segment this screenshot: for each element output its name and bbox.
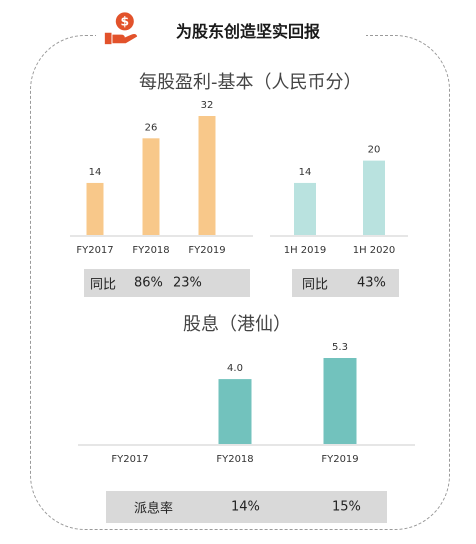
eps-fy-tick-label-0: FY2017 (76, 245, 113, 256)
eps-fy-bar-0 (86, 182, 104, 235)
header: $ 为股东创造坚实回报 (96, 5, 366, 51)
dividend-chart: FY2017 4.0 FY2018 5.3 FY2019 (111, 342, 358, 465)
eps-fy-bar-2 (198, 116, 216, 235)
payout-ratio-fy2018: 14% (231, 499, 260, 515)
eps-1h-bar-0 (294, 182, 316, 235)
dividend-payout-box: 派息率 14% 15% (106, 491, 387, 523)
dividend-value-label-1: 4.0 (227, 363, 243, 374)
eps-fy-yoy-label: 同比 (90, 277, 117, 293)
eps-1h-bar-1 (363, 160, 385, 235)
eps-fy-bar-1 (142, 138, 160, 235)
eps-1h-yoy-box: 同比 43% (292, 269, 399, 297)
eps-section-title: 每股盈利-基本（人民币分） (139, 72, 362, 93)
dividend-bar-1 (218, 379, 252, 444)
dividend-bar-2 (323, 358, 357, 444)
payout-ratio-label: 派息率 (134, 501, 174, 517)
dividend-tick-label-1: FY2018 (216, 454, 253, 465)
eps-1h-yoy-label: 同比 (302, 277, 329, 293)
eps-fy-value-label-2: 32 (201, 100, 214, 111)
page-title: 为股东创造坚实回报 (176, 22, 321, 41)
eps-1h-value-label-1: 20 (368, 145, 381, 156)
eps-1h-chart: 14 1H 2019 20 1H 2020 (284, 145, 396, 256)
svg-text:$: $ (121, 15, 130, 29)
eps-fy-yoy-box: 同比 86% 23% (84, 269, 250, 297)
eps-1h-yoy-value: 43% (357, 275, 386, 291)
dividend-tick-label-2: FY2019 (321, 454, 358, 465)
dividend-value-label-2: 5.3 (332, 342, 348, 353)
eps-fy-tick-label-2: FY2019 (188, 245, 225, 256)
hand-holding-dollar-icon: $ (104, 12, 138, 45)
eps-1h-tick-label-0: 1H 2019 (284, 245, 327, 256)
eps-fy-chart: 14 FY2017 26 FY2018 32 FY2019 (76, 100, 225, 256)
eps-fy-value-label-0: 14 (89, 167, 102, 178)
eps-fy-yoy-fy2019: 23% (173, 275, 202, 291)
dividend-section-title: 股息（港仙） (183, 314, 291, 335)
eps-fy-tick-label-1: FY2018 (132, 245, 169, 256)
eps-fy-value-label-1: 26 (145, 122, 158, 133)
eps-1h-tick-label-1: 1H 2020 (353, 245, 396, 256)
payout-ratio-fy2019: 15% (332, 499, 361, 515)
eps-fy-yoy-fy2018: 86% (134, 275, 163, 291)
eps-1h-value-label-0: 14 (299, 167, 312, 178)
dividend-tick-label-0: FY2017 (111, 454, 148, 465)
